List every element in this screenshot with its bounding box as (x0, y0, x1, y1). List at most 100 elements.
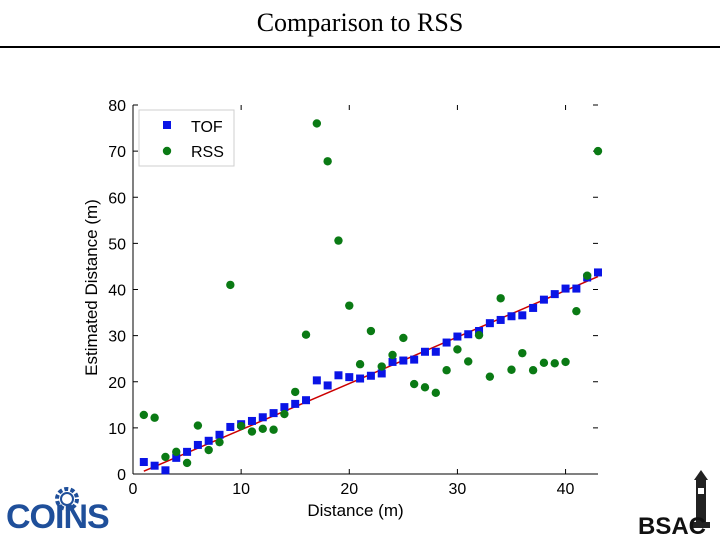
rss-point (561, 357, 570, 367)
rss-point (550, 359, 559, 368)
x-tick-label: 0 (129, 481, 138, 498)
rss-point (345, 301, 354, 310)
rss-point (269, 425, 278, 434)
rss-point (301, 330, 311, 339)
tof-point (420, 347, 429, 356)
rss-point (355, 360, 365, 369)
tof-point (280, 403, 289, 412)
rss-point (247, 427, 257, 436)
rss-point (139, 410, 149, 420)
rss-point (204, 445, 213, 455)
tof-point (172, 453, 181, 462)
rss-point (291, 387, 300, 397)
rss-point (366, 326, 376, 336)
rss-point (236, 421, 246, 431)
tof-point (507, 312, 516, 321)
slide-title: Comparison to RSS (256, 8, 464, 37)
tof-point (204, 436, 213, 445)
tof-point (496, 315, 505, 324)
tof-point (334, 371, 343, 380)
tof-point (312, 376, 321, 385)
rss-point (518, 348, 527, 358)
rss-point (280, 409, 289, 419)
rss-point (528, 366, 538, 375)
tof-point (291, 399, 300, 408)
tof-point (539, 295, 548, 304)
x-tick-label: 40 (557, 481, 575, 498)
coins-logo: COINS (6, 487, 110, 538)
rss-point (323, 157, 332, 166)
tof-point (518, 311, 527, 320)
tof-point (193, 440, 202, 449)
rss-point (539, 358, 549, 368)
campanile-tower-icon (692, 470, 710, 528)
rss-point (193, 421, 203, 430)
tof-point (139, 458, 148, 467)
tof-point (226, 422, 235, 431)
tof-point (150, 461, 159, 470)
rss-point (334, 236, 343, 245)
x-tick-label: 10 (232, 481, 250, 498)
bsac-logo-text: BSAC (638, 513, 706, 538)
legend-tof-marker (163, 121, 171, 129)
tof-point (377, 369, 386, 378)
y-axis-label: Estimated Distance (m) (82, 199, 101, 376)
tof-point (594, 268, 602, 277)
tof-point (269, 409, 278, 418)
tof-point (247, 416, 256, 425)
rss-point (431, 388, 440, 398)
y-tick-label: 30 (108, 329, 126, 346)
gear-icon (55, 487, 79, 511)
rss-point (258, 424, 267, 433)
rss-point (442, 366, 451, 375)
tof-point (529, 303, 538, 312)
rss-point (215, 437, 224, 447)
rss-point (409, 379, 419, 389)
y-tick-label: 40 (108, 283, 126, 300)
rss-point (312, 119, 322, 128)
y-tick-label: 50 (108, 236, 126, 253)
y-tick-label: 20 (108, 375, 126, 392)
tof-point (399, 356, 408, 365)
title-divider (0, 46, 720, 48)
tof-point (561, 284, 570, 293)
rss-point (182, 458, 192, 468)
x-axis-label: Distance (m) (307, 501, 403, 520)
y-tick-label: 10 (108, 421, 126, 438)
legend-rss-marker (162, 146, 172, 156)
x-tick-label: 20 (340, 481, 358, 498)
tof-point (431, 347, 440, 356)
rss-point (388, 350, 397, 360)
rss-point (496, 294, 505, 303)
tof-point (356, 374, 365, 383)
y-tick-label: 0 (117, 467, 126, 484)
rss-point (399, 333, 408, 343)
rss-point (226, 280, 235, 290)
tof-point (410, 355, 419, 364)
x-tick-label: 30 (449, 481, 467, 498)
rss-point (150, 413, 159, 422)
y-tick-label: 80 (108, 98, 126, 115)
tof-point (388, 357, 397, 366)
rss-point (420, 383, 430, 392)
tof-point (464, 330, 473, 339)
tof-point (161, 466, 170, 475)
legend-rss-label: RSS (191, 144, 224, 161)
tof-point (485, 319, 494, 328)
rss-point (172, 447, 181, 457)
y-tick-label: 70 (108, 144, 126, 161)
rss-point (593, 146, 603, 156)
legend-box (138, 109, 235, 167)
tof-point (345, 373, 354, 382)
tof-point (366, 371, 375, 380)
rss-point (485, 372, 495, 381)
tof-point (550, 290, 559, 299)
rss-point (474, 330, 484, 340)
tof-point (453, 332, 462, 341)
rss-point (507, 365, 516, 374)
tof-point (258, 413, 267, 422)
tof-point (215, 430, 224, 439)
rss-point (453, 345, 462, 354)
tof-point (323, 381, 332, 390)
